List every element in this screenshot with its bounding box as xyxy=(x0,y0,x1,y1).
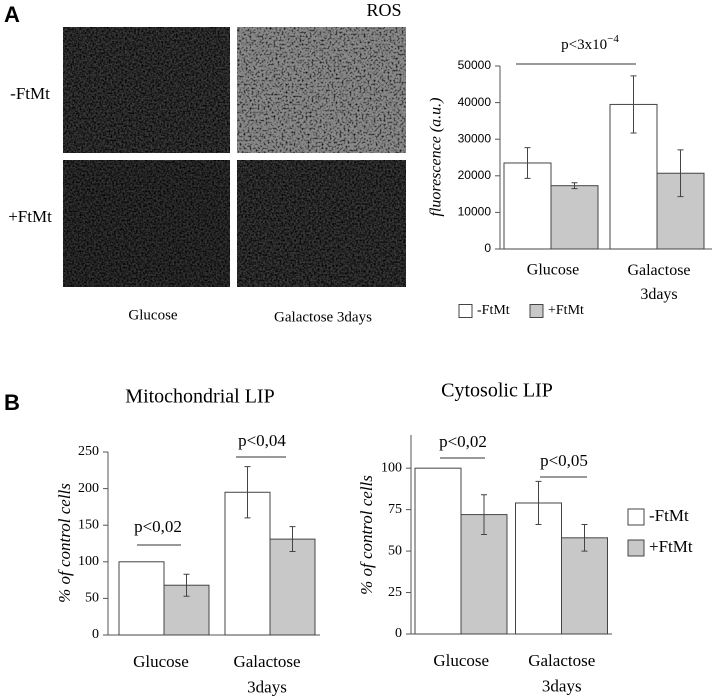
micrograph-texture xyxy=(237,27,406,153)
error-bar xyxy=(481,494,487,535)
y-tick-label: 20000 xyxy=(458,168,492,182)
significance-text: p<0,05 xyxy=(540,451,588,470)
y-tick-label: 40000 xyxy=(458,95,492,109)
panel-label: A xyxy=(4,2,20,27)
y-tick-label: 0 xyxy=(395,626,402,641)
bar xyxy=(269,538,316,636)
significance-text: p<0,02 xyxy=(439,432,487,451)
y-tick-label: 50 xyxy=(388,543,402,558)
significance-label: p<0,02 xyxy=(439,432,487,451)
chart-title: Mitochondrial LIP xyxy=(125,386,274,408)
legend-swatch xyxy=(627,539,645,557)
error-bar xyxy=(524,147,531,179)
y-tick-label: 100 xyxy=(381,460,402,475)
y-tick-label: 25 xyxy=(388,585,402,600)
y-tick-label: 150 xyxy=(78,517,99,532)
y-tick-label: 0 xyxy=(92,627,99,642)
y-tick-label: 100 xyxy=(78,554,99,569)
column-label: Galactose 3days xyxy=(274,309,372,325)
micrograph-texture xyxy=(237,160,406,287)
y-tick-label: 50000 xyxy=(458,58,492,72)
panel-label: B xyxy=(4,390,20,415)
significance-label: p<0,04 xyxy=(238,431,286,450)
x-tick-label: Galactose 3days xyxy=(627,262,690,303)
y-tick-label: 75 xyxy=(388,502,402,517)
x-tick-label: Glucose xyxy=(433,651,489,670)
legend-swatch xyxy=(458,304,473,318)
significance-label: p<0,05 xyxy=(540,451,588,470)
images-title: ROS xyxy=(366,0,401,20)
significance-exponent: −4 xyxy=(607,33,619,45)
bar xyxy=(414,467,462,635)
chart-title: Cytosolic LIP xyxy=(441,380,553,402)
bar xyxy=(163,584,210,636)
legend-swatch xyxy=(627,508,645,526)
bar xyxy=(550,185,599,250)
x-tick-label: Galactose 3days xyxy=(233,652,300,697)
bar xyxy=(118,561,165,636)
legend-label: +FtMt xyxy=(649,537,693,556)
legend-label: -FtMt xyxy=(649,506,689,525)
x-tick-label: Galactose 3days xyxy=(528,651,595,696)
significance-label: p<3x10−4 xyxy=(561,33,619,54)
row-label: -FtMt xyxy=(10,84,50,103)
significance-text: p<3x10 xyxy=(561,37,607,53)
chart: Cytosolic LIP % of control cells 0 25 50 75 10… xyxy=(357,380,693,696)
legend-label: -FtMt xyxy=(477,303,510,318)
error-bar xyxy=(571,182,578,190)
legend-swatch xyxy=(529,304,544,318)
error-bar xyxy=(581,524,588,552)
y-tick-label: 30000 xyxy=(458,131,492,145)
significance-text: p<0,02 xyxy=(134,517,182,536)
micrograph-texture xyxy=(63,160,230,287)
significance-text: p<0,04 xyxy=(238,431,286,450)
chart: Mitochondrial LIP % of control cells 0 50 10… xyxy=(55,386,320,697)
chart: fluorescence (a.u.) 0 10000 20000 30000 40000… xyxy=(428,33,712,318)
error-bar xyxy=(289,526,296,553)
significance-label: p<0,02 xyxy=(134,517,182,536)
y-tick-label: 200 xyxy=(78,481,99,496)
y-axis-label: % of control cells xyxy=(357,475,376,595)
error-bar xyxy=(630,75,637,134)
legend-label: +FtMt xyxy=(548,303,584,318)
error-bar xyxy=(677,149,684,198)
x-tick-label: Glucose xyxy=(527,262,579,279)
x-tick-label: Glucose xyxy=(133,652,189,671)
error-bar xyxy=(244,466,251,519)
y-tick-label: 50 xyxy=(85,591,99,606)
y-axis-label: fluorescence (a.u.) xyxy=(428,98,445,217)
error-bar xyxy=(535,480,542,526)
column-label: Glucose xyxy=(128,307,177,323)
row-label: +FtMt xyxy=(8,207,52,226)
micrographs xyxy=(63,27,406,287)
y-axis-label: % of control cells xyxy=(55,483,74,603)
y-tick-label: 250 xyxy=(78,444,99,459)
error-bar xyxy=(183,573,190,597)
bar xyxy=(561,537,608,635)
y-tick-label: 0 xyxy=(484,241,491,255)
micrograph-texture xyxy=(63,27,230,153)
y-tick-label: 10000 xyxy=(458,205,492,219)
